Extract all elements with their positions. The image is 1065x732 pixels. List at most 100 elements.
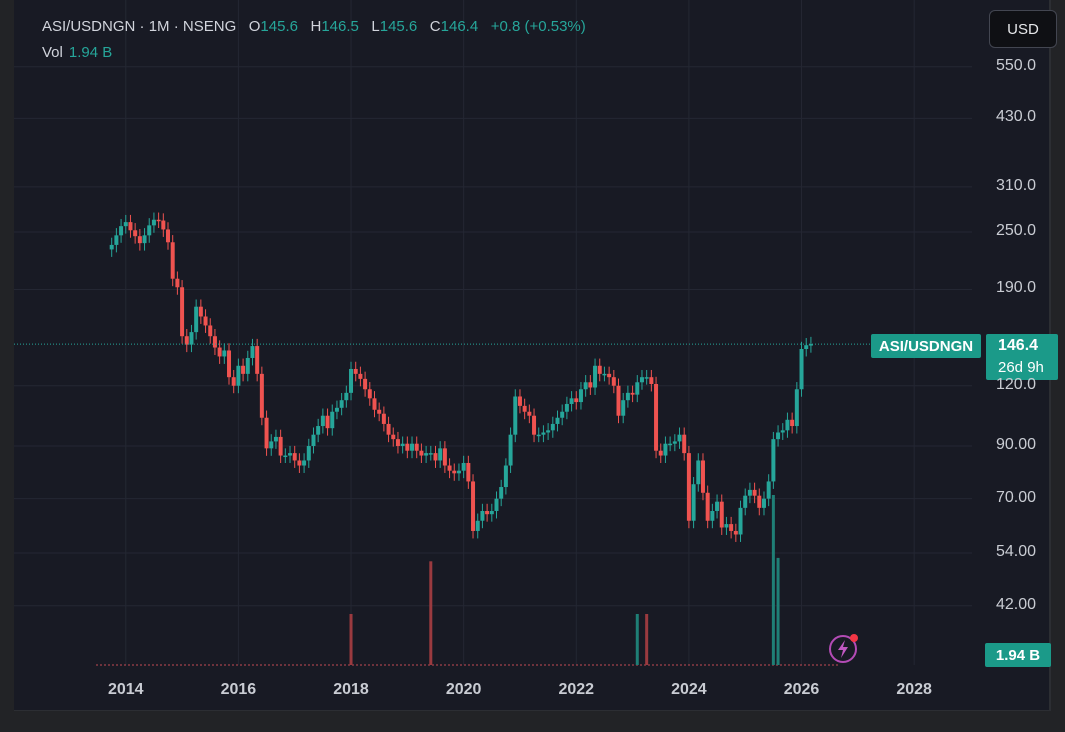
candle-body [663, 443, 668, 456]
y-axis-tick: 120.0 [996, 375, 1037, 393]
candle-body [339, 400, 344, 408]
candle-body [738, 507, 743, 535]
candle-body [630, 392, 635, 395]
candle-body [578, 389, 583, 403]
candle-body [672, 441, 677, 444]
candle-body [175, 278, 180, 288]
candle-body [114, 235, 119, 245]
candle-body [761, 498, 766, 508]
candle-body [494, 498, 499, 511]
candle-body [306, 446, 311, 461]
candle-body [353, 368, 358, 374]
candle-body [607, 373, 612, 378]
candle-body [560, 411, 565, 418]
candle-body [156, 219, 161, 222]
volume-bar [776, 557, 780, 665]
candle-body [475, 520, 480, 531]
candle-body [386, 423, 391, 435]
candle-body [372, 398, 377, 410]
volume-bar [635, 614, 639, 665]
candle-body [517, 396, 522, 406]
price-symbol-label: ASI/USDNGN [871, 334, 981, 358]
candle-body [752, 489, 757, 496]
currency-button[interactable]: USD [989, 10, 1057, 48]
volume-bar [771, 495, 775, 665]
candle-body [780, 430, 785, 433]
candle-body [639, 377, 644, 383]
candle-body [804, 345, 809, 349]
candle-body [700, 460, 705, 493]
candle-body [358, 373, 363, 379]
x-axis-tick: 2022 [558, 681, 595, 698]
candle-body [621, 400, 626, 416]
exchange-label: NSENG [182, 18, 237, 35]
x-axis-tick: 2026 [783, 681, 820, 698]
candle-body [452, 470, 457, 474]
candle-body [109, 244, 114, 250]
lightning-icon[interactable] [828, 632, 860, 664]
volume-bar [349, 614, 353, 665]
candle-body [442, 448, 447, 466]
y-axis-tick: 70.00 [996, 488, 1037, 506]
candle-body [147, 225, 152, 236]
candle-body [480, 510, 485, 521]
candle-body [264, 417, 269, 449]
candle-body [508, 434, 513, 466]
candle-body [677, 434, 682, 442]
candle-body [447, 465, 452, 471]
candle-body [686, 453, 691, 521]
candle-body [363, 378, 368, 390]
candle-body [269, 441, 274, 449]
x-axis-tick: 2018 [333, 681, 369, 698]
candle-body [381, 413, 386, 424]
x-axis-tick: 2024 [671, 681, 707, 698]
candle-body [438, 448, 443, 461]
candle-body [222, 350, 227, 357]
candle-body [724, 524, 729, 528]
chart-canvas[interactable] [14, 0, 1049, 710]
candle-body [555, 417, 560, 424]
candle-body [644, 377, 649, 379]
candle-body [602, 373, 607, 376]
candle-body [119, 226, 124, 236]
candle-body [212, 336, 217, 348]
y-axis-tick: 42.00 [996, 595, 1037, 613]
candle-body [236, 365, 241, 386]
candle-body [771, 439, 776, 482]
candle-body [536, 434, 541, 437]
candle-body [395, 439, 400, 447]
candle-body [569, 398, 574, 404]
candle-body [705, 492, 710, 521]
candle-body [297, 460, 302, 466]
volume-value: 1.94 B [68, 44, 113, 61]
candle-body [766, 481, 771, 499]
candle-body [461, 462, 466, 471]
candle-body [316, 426, 321, 435]
interval-label[interactable]: 1M [148, 18, 170, 35]
candle-body [635, 382, 640, 395]
candle-body [668, 443, 673, 446]
high-label: H [310, 18, 322, 35]
candle-body [719, 501, 724, 528]
candle-body [785, 419, 790, 431]
x-axis-tick: 2016 [220, 681, 257, 698]
candle-body [564, 403, 569, 412]
candle-body [137, 236, 142, 244]
candle-body [208, 325, 213, 337]
candle-body [334, 407, 339, 412]
candle-body [320, 415, 325, 427]
y-axis-tick: 310.0 [996, 176, 1037, 194]
candle-body [288, 453, 293, 456]
open-label: O [248, 18, 261, 35]
y-axis-tick: 430.0 [996, 108, 1037, 126]
chart-panel[interactable]: ASI/USDNGN · 1M · NSENG O145.6 H146.5 L1… [14, 0, 1058, 711]
candle-body [471, 481, 476, 531]
candle-body [283, 455, 288, 458]
candle-body [133, 230, 138, 237]
candle-body [128, 222, 133, 231]
symbol-name[interactable]: ASI/USDNGN [42, 18, 136, 35]
open-value: 145.6 [260, 18, 298, 35]
x-axis-tick: 2020 [445, 681, 482, 698]
candle-body [400, 443, 405, 447]
change-value: +0.8 (+0.53%) [490, 18, 586, 35]
